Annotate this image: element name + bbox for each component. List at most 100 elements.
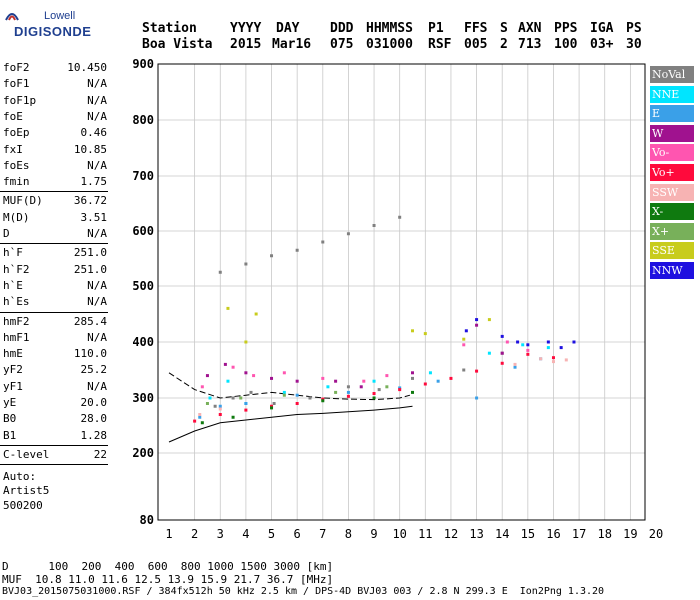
echo-point-nne: [326, 385, 330, 389]
echo-point-w: [223, 362, 227, 366]
header-value-pps: 100: [554, 37, 578, 52]
echo-point-noval: [308, 396, 312, 400]
echo-point-e: [218, 404, 222, 408]
distance-line: D 100 200 400 600 800 1000 1500 3000 [km…: [2, 560, 334, 573]
echo-point-vo-: [295, 402, 299, 405]
x-tick-label: 4: [242, 527, 249, 541]
param-name: hmF2: [3, 314, 30, 328]
param-row: foEs N/A: [3, 158, 107, 174]
header-value-s: 2: [500, 37, 508, 52]
param-value: N/A: [87, 278, 107, 292]
param-row: foF1 N/A: [3, 76, 107, 92]
echo-point-w: [334, 379, 338, 383]
param-row: h`E N/A: [3, 278, 107, 294]
echo-point-noval: [346, 385, 350, 389]
echo-point-noval-upper: [321, 240, 325, 244]
x-tick-label: 5: [268, 527, 275, 541]
autoscale-info: 500200: [3, 498, 43, 512]
echo-point-noval: [411, 376, 414, 380]
header-label-s: S: [500, 21, 508, 36]
echo-point-e: [346, 390, 350, 394]
trace-solid: [168, 405, 413, 443]
param-name: foF1: [3, 77, 30, 91]
param-value: 10.450: [67, 61, 107, 74]
echo-point-noval: [231, 396, 235, 400]
header-value-iga: 03+: [590, 37, 614, 52]
legend-item-sse: SSE: [650, 242, 694, 260]
param-row: hmF2 285.4: [3, 314, 107, 330]
echo-point-vo-: [231, 365, 235, 369]
param-name: fxI: [3, 142, 23, 156]
param-name: foF1p: [3, 93, 37, 107]
echo-point-nnw: [516, 340, 520, 344]
param-name: fmin: [3, 175, 30, 189]
param-row: h`Es N/A: [3, 294, 107, 310]
param-separator: [0, 243, 108, 245]
x-tick-label: 6: [294, 527, 301, 541]
echo-point-x-: [205, 402, 209, 405]
echo-point-w: [500, 351, 504, 355]
y-tick-label: 800: [132, 113, 154, 127]
param-row: yF2 25.2: [3, 362, 107, 378]
echo-point-vo-: [200, 385, 204, 389]
x-tick-label: 12: [444, 527, 458, 541]
echo-point-e: [475, 396, 479, 400]
param-name: hmE: [3, 347, 23, 361]
x-tick-label: 9: [370, 527, 377, 541]
echo-point-x-: [334, 390, 338, 394]
echo-point-ssw: [218, 407, 222, 411]
echo-point-x-: [200, 421, 204, 425]
param-row: h`F 251.0: [3, 245, 107, 261]
param-name: h`F2: [3, 262, 30, 276]
param-value: N/A: [87, 158, 107, 172]
echo-point-noval-upper: [372, 224, 376, 227]
legend-item-noval: NoVal: [650, 66, 694, 83]
echo-point-nnw: [559, 346, 563, 350]
header-value-yyyy: 2015: [230, 37, 262, 52]
param-row: hmE 110.0: [3, 346, 107, 362]
header-label-ps: PS: [626, 21, 642, 36]
param-row: yF1 N/A: [3, 379, 107, 395]
echo-point-sse: [226, 306, 230, 310]
param-value: N/A: [87, 109, 107, 123]
param-name: yF2: [3, 363, 23, 377]
autoscale-info: Auto:: [3, 469, 37, 483]
param-name: foF2: [3, 61, 30, 74]
trace-dashed: [168, 372, 411, 401]
echo-points: [193, 215, 576, 425]
clevel-row: C-level 22: [3, 447, 107, 463]
echo-point-ssw: [513, 362, 517, 366]
param-row: foE N/A: [3, 109, 107, 125]
echo-point-vo-: [500, 361, 504, 365]
echo-point-vo-: [270, 404, 274, 408]
x-tick-label: 17: [572, 527, 586, 541]
echo-point-noval-upper: [295, 248, 299, 252]
header-label-p1: P1: [428, 21, 444, 36]
echo-point-vo-: [372, 392, 376, 396]
echo-point-x-: [321, 399, 325, 403]
echo-point-noval: [462, 368, 466, 372]
param-value: N/A: [87, 379, 107, 393]
param-row: foF2 10.450: [3, 60, 107, 76]
param-value: 3.51: [80, 210, 108, 224]
echo-point-w: [359, 385, 363, 389]
legend-item-vo-: Vo+: [650, 164, 694, 181]
echo-point-sse: [244, 340, 248, 344]
echo-point-x-: [411, 390, 414, 394]
echo-point-vo-: [244, 408, 248, 412]
legend-item-ssw: SSW: [650, 183, 694, 201]
param-row: foF1p N/A: [3, 93, 107, 109]
header-label-pps: PPS: [554, 21, 578, 36]
param-name: yE: [3, 396, 17, 409]
param-value: 251.0: [73, 246, 107, 260]
param-row: MUF(D) 36.72: [3, 193, 107, 209]
x-tick-label: 15: [521, 527, 535, 541]
legend-item-x-: X+: [650, 222, 694, 240]
echo-point-noval-upper: [218, 270, 222, 274]
param-row: B1 1.28: [3, 428, 107, 444]
echo-point-vo-: [346, 394, 350, 398]
x-tick-label: 11: [418, 527, 432, 541]
header-value-ffs: 005: [464, 37, 488, 52]
echo-point-nnw: [500, 334, 504, 338]
echo-point-sse: [423, 332, 427, 336]
